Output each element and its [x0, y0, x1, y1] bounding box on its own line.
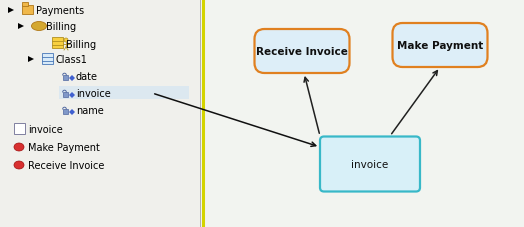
Text: Billing: Billing — [66, 39, 96, 49]
Text: name: name — [76, 106, 104, 116]
Text: Make Payment: Make Payment — [28, 143, 100, 153]
Ellipse shape — [14, 161, 24, 169]
Bar — [63, 93, 68, 98]
Text: Class1: Class1 — [56, 55, 88, 65]
Text: Receive Invoice: Receive Invoice — [256, 47, 348, 57]
Ellipse shape — [31, 22, 47, 31]
Bar — [52, 38, 63, 49]
Polygon shape — [18, 24, 24, 30]
Bar — [22, 6, 33, 15]
Bar — [0, 0, 200, 227]
Text: invoice: invoice — [352, 159, 389, 169]
Text: Make Payment: Make Payment — [397, 41, 483, 51]
Text: invoice: invoice — [28, 125, 63, 135]
Text: invoice: invoice — [76, 89, 111, 99]
Bar — [14, 123, 25, 134]
Text: Payments: Payments — [36, 7, 84, 16]
FancyBboxPatch shape — [392, 24, 487, 68]
FancyBboxPatch shape — [255, 30, 350, 74]
Polygon shape — [69, 93, 75, 99]
Text: Receive Invoice: Receive Invoice — [28, 161, 104, 171]
Polygon shape — [28, 57, 34, 63]
Polygon shape — [69, 76, 75, 82]
Ellipse shape — [14, 143, 24, 151]
Polygon shape — [69, 109, 75, 116]
Bar — [22, 3, 28, 7]
Text: date: date — [76, 72, 98, 82]
Circle shape — [64, 39, 68, 43]
Polygon shape — [8, 8, 14, 14]
FancyBboxPatch shape — [320, 137, 420, 192]
Bar — [63, 76, 68, 81]
Text: Billing: Billing — [46, 22, 76, 32]
Bar — [63, 109, 68, 114]
Bar — [59, 87, 189, 100]
Bar — [42, 54, 53, 65]
